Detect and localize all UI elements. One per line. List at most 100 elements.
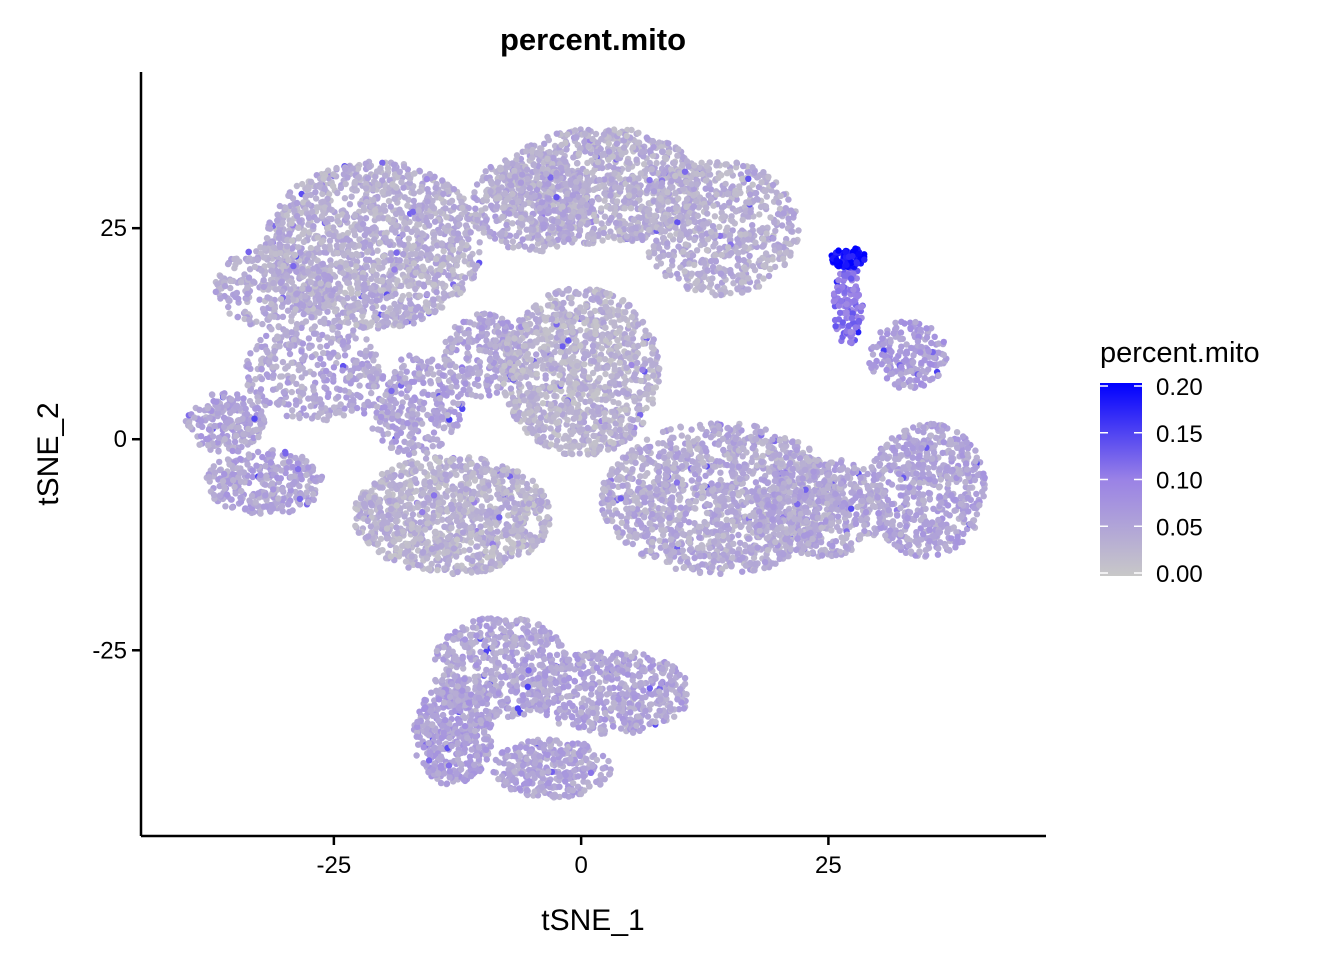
scatter-point bbox=[299, 453, 306, 461]
scatter-point bbox=[385, 216, 392, 223]
scatter-point bbox=[534, 405, 541, 413]
scatter-point bbox=[288, 342, 295, 349]
scatter-point bbox=[380, 202, 388, 210]
scatter-point bbox=[411, 476, 419, 483]
scatter-point bbox=[414, 221, 421, 228]
scatter-point bbox=[353, 263, 360, 270]
scatter-point bbox=[257, 471, 264, 479]
scatter-point bbox=[468, 569, 475, 576]
scatter-point bbox=[384, 319, 392, 326]
scatter-point bbox=[324, 308, 331, 315]
scatter-point bbox=[276, 383, 283, 390]
scatter-point bbox=[244, 382, 251, 389]
scatter-point bbox=[456, 493, 464, 500]
scatter-point bbox=[380, 215, 387, 222]
scatter-point bbox=[432, 420, 439, 427]
scatter-point bbox=[279, 358, 287, 366]
scatter-point bbox=[479, 540, 486, 547]
scatter-point bbox=[360, 324, 368, 331]
scatter-point bbox=[362, 215, 370, 222]
scatter-point bbox=[430, 296, 437, 303]
scatter-point bbox=[378, 397, 386, 404]
scatter-point bbox=[476, 249, 483, 256]
scatter-point bbox=[320, 198, 327, 205]
scatter-point bbox=[419, 508, 426, 516]
scatter-point bbox=[293, 290, 300, 297]
scatter-point bbox=[424, 301, 431, 308]
scatter-point bbox=[490, 477, 498, 485]
scatter-point bbox=[439, 177, 446, 184]
scatter-point bbox=[323, 367, 330, 375]
scatter-point bbox=[300, 238, 308, 246]
scatter-point bbox=[631, 398, 638, 405]
scatter-point bbox=[205, 473, 213, 481]
scatter-point bbox=[216, 492, 223, 499]
scatter-point bbox=[407, 305, 415, 312]
scatter-point bbox=[444, 534, 452, 541]
scatter-point bbox=[355, 300, 362, 308]
scatter-points bbox=[182, 126, 988, 801]
scatter-point bbox=[492, 313, 499, 320]
scatter-point bbox=[431, 231, 438, 239]
scatter-point bbox=[395, 512, 402, 519]
scatter-point bbox=[334, 249, 341, 257]
scatter-point bbox=[424, 520, 431, 527]
scatter-point bbox=[276, 202, 284, 210]
scatter-point bbox=[269, 480, 276, 487]
scatter-point bbox=[502, 531, 510, 539]
scatter-point bbox=[356, 392, 363, 400]
scatter-point bbox=[462, 380, 469, 387]
scatter-point bbox=[488, 558, 495, 566]
scatter-point bbox=[484, 319, 492, 326]
scatter-point bbox=[359, 360, 366, 368]
scatter-point bbox=[414, 460, 421, 467]
scatter-point bbox=[288, 220, 295, 227]
scatter-point bbox=[310, 383, 317, 391]
scatter-point bbox=[237, 455, 244, 463]
scatter-point bbox=[428, 560, 435, 568]
scatter-point bbox=[325, 286, 332, 293]
scatter-point bbox=[363, 336, 370, 343]
scatter-point bbox=[398, 390, 405, 397]
scatter-point bbox=[481, 310, 488, 317]
scatter-point bbox=[394, 412, 401, 419]
scatter-point bbox=[379, 375, 386, 382]
scatter-point bbox=[268, 267, 275, 274]
scatter-point bbox=[557, 366, 564, 373]
scatter-point bbox=[457, 289, 464, 297]
scatter-point bbox=[486, 356, 494, 364]
scatter-point bbox=[339, 367, 346, 374]
scatter-point bbox=[227, 277, 234, 285]
scatter-point bbox=[505, 523, 512, 530]
scatter-point bbox=[424, 370, 432, 377]
scatter-point bbox=[208, 391, 216, 398]
scatter-point bbox=[360, 500, 368, 507]
scatter-point bbox=[276, 249, 284, 257]
scatter-point bbox=[477, 393, 485, 400]
scatter-point bbox=[328, 292, 335, 299]
scatter-point bbox=[272, 286, 280, 293]
scatter-point bbox=[408, 397, 415, 404]
scatter-point bbox=[233, 289, 241, 297]
scatter-point bbox=[468, 531, 475, 539]
scatter-point bbox=[321, 243, 329, 251]
scatter-point bbox=[408, 228, 415, 235]
scatter-point bbox=[401, 194, 408, 201]
scatter-point bbox=[478, 325, 485, 332]
scatter-point bbox=[411, 314, 419, 321]
scatter-point bbox=[394, 432, 401, 440]
scatter-point bbox=[352, 522, 359, 530]
scatter-point bbox=[423, 555, 431, 562]
scatter-point bbox=[433, 409, 441, 416]
scatter-point bbox=[302, 292, 309, 300]
scatter-point bbox=[341, 289, 349, 297]
scatter-point bbox=[441, 424, 448, 431]
scatter-point bbox=[406, 505, 413, 512]
scatter-point bbox=[474, 508, 481, 515]
scatter-point bbox=[297, 249, 304, 256]
scatter-point bbox=[444, 181, 451, 188]
scatter-point bbox=[315, 275, 322, 282]
scatter-point bbox=[330, 232, 337, 240]
scatter-point bbox=[335, 408, 343, 416]
scatter-point bbox=[353, 187, 360, 194]
